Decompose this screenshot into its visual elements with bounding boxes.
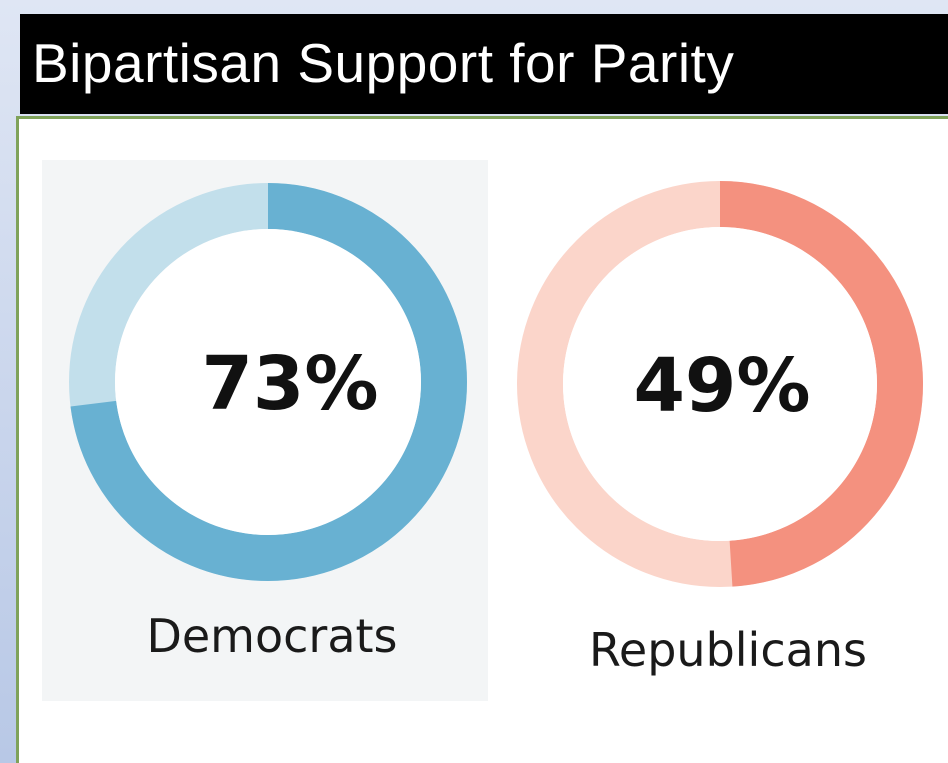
democrats-label: Democrats <box>146 609 397 663</box>
democrats-donut-arc <box>69 183 467 581</box>
democrats-value-label: 73% <box>201 341 378 427</box>
slide-title: Bipartisan Support for Parity <box>32 32 735 94</box>
republicans-label: Republicans <box>589 623 867 677</box>
democrats-donut: 73% <box>69 183 467 581</box>
republicans-donut-arc <box>517 181 923 587</box>
republicans-donut-hole <box>563 227 877 541</box>
democrats-donut-hole <box>115 229 421 535</box>
republicans-value-label: 49% <box>633 343 810 429</box>
republicans-donut: 49% <box>517 181 923 587</box>
slide-title-bar: Bipartisan Support for Parity <box>20 14 948 114</box>
